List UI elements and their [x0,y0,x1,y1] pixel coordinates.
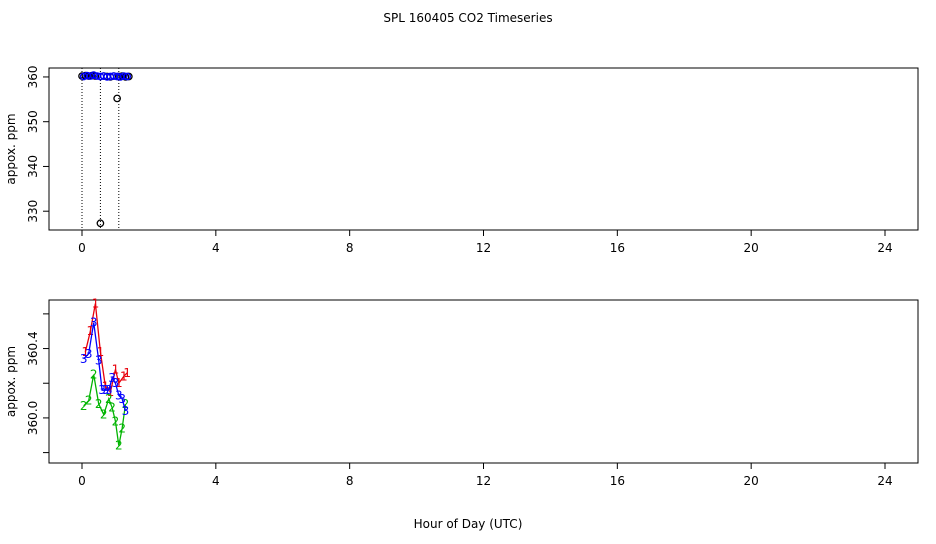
y-tick-label: 340 [26,155,40,178]
series-marker-label: 1 [107,385,115,399]
x-tick-label: 0 [78,241,86,255]
y-tick-label: 360.4 [26,331,40,365]
series-marker-label: 1 [112,362,120,376]
x-tick-label: 8 [346,241,354,255]
series-marker-label: 1 [123,366,131,380]
series-marker-label: 3 [98,383,106,397]
series-marker-label: 1 [120,369,128,383]
data-point [96,219,105,228]
series-line [83,374,127,446]
x-tick-label: 20 [744,474,759,488]
series-marker-label: 2 [118,421,126,435]
series-marker-label: 3 [80,352,88,366]
x-tick-label: 4 [212,474,220,488]
x-tick-label: 24 [877,241,892,255]
series-marker-label: 3 [95,354,103,368]
y-axis-title: appox. ppm [4,346,18,417]
chart-title: SPL 160405 CO2 Timeseries [383,11,552,25]
y-tick-label: 360 [26,65,40,88]
series-line [83,322,127,412]
y-tick-label: 350 [26,110,40,133]
plot-frame [48,67,919,231]
series-marker-label: 3 [115,388,123,402]
data-point [119,72,128,80]
series-marker-label: 1 [92,296,100,310]
x-tick-label: 16 [610,241,625,255]
x-tick-label: 12 [476,241,491,255]
series-marker-label: 2 [95,397,103,411]
x-tick-label: 8 [346,474,354,488]
series-marker-label: 2 [122,397,130,411]
series-marker-label: 2 [85,394,93,408]
series-marker-label: 2 [108,401,116,415]
y-tick-label: 360.0 [26,401,40,435]
series-marker-label: 1 [115,376,123,390]
series-marker-label: 3 [118,392,126,406]
series-marker-label: 3 [112,376,120,390]
series-marker-label: 3 [102,383,110,397]
series-marker-label: 1 [102,380,110,394]
series-marker-label: 2 [105,392,113,406]
x-tick-label: 24 [877,474,892,488]
series-marker-label: 2 [80,399,88,413]
series-marker-label: 2 [90,368,98,382]
series-marker-label: 3 [85,347,93,361]
series-marker-label: 1 [82,345,90,359]
series-marker-label: 3 [90,316,98,330]
x-axis-title: Hour of Day (UTC) [414,517,523,531]
data-point [123,72,132,81]
series-marker-label: 3 [108,371,116,385]
y-tick-label: 330 [26,200,40,223]
series-marker-label: 1 [87,324,95,338]
x-tick-label: 16 [610,474,625,488]
x-tick-label: 0 [78,474,86,488]
data-point [113,94,121,103]
series-marker-label: 3 [105,383,113,397]
series-marker-label: 2 [100,407,108,421]
series-marker-label: 2 [115,439,123,453]
top-panel: 0 4 8 12 16 20 24 330 340 350 360 appox. ppm [4,65,919,255]
x-tick-label: 4 [212,241,220,255]
series-marker-label: 2 [112,414,120,428]
series-marker-label: 3 [122,404,130,418]
x-tick-label: 12 [476,474,491,488]
plot-frame [48,299,919,464]
series-marker-label: 1 [97,345,105,359]
x-tick-label: 20 [744,241,759,255]
series-line [84,303,128,394]
y-axis-title: appox. ppm [4,113,18,184]
